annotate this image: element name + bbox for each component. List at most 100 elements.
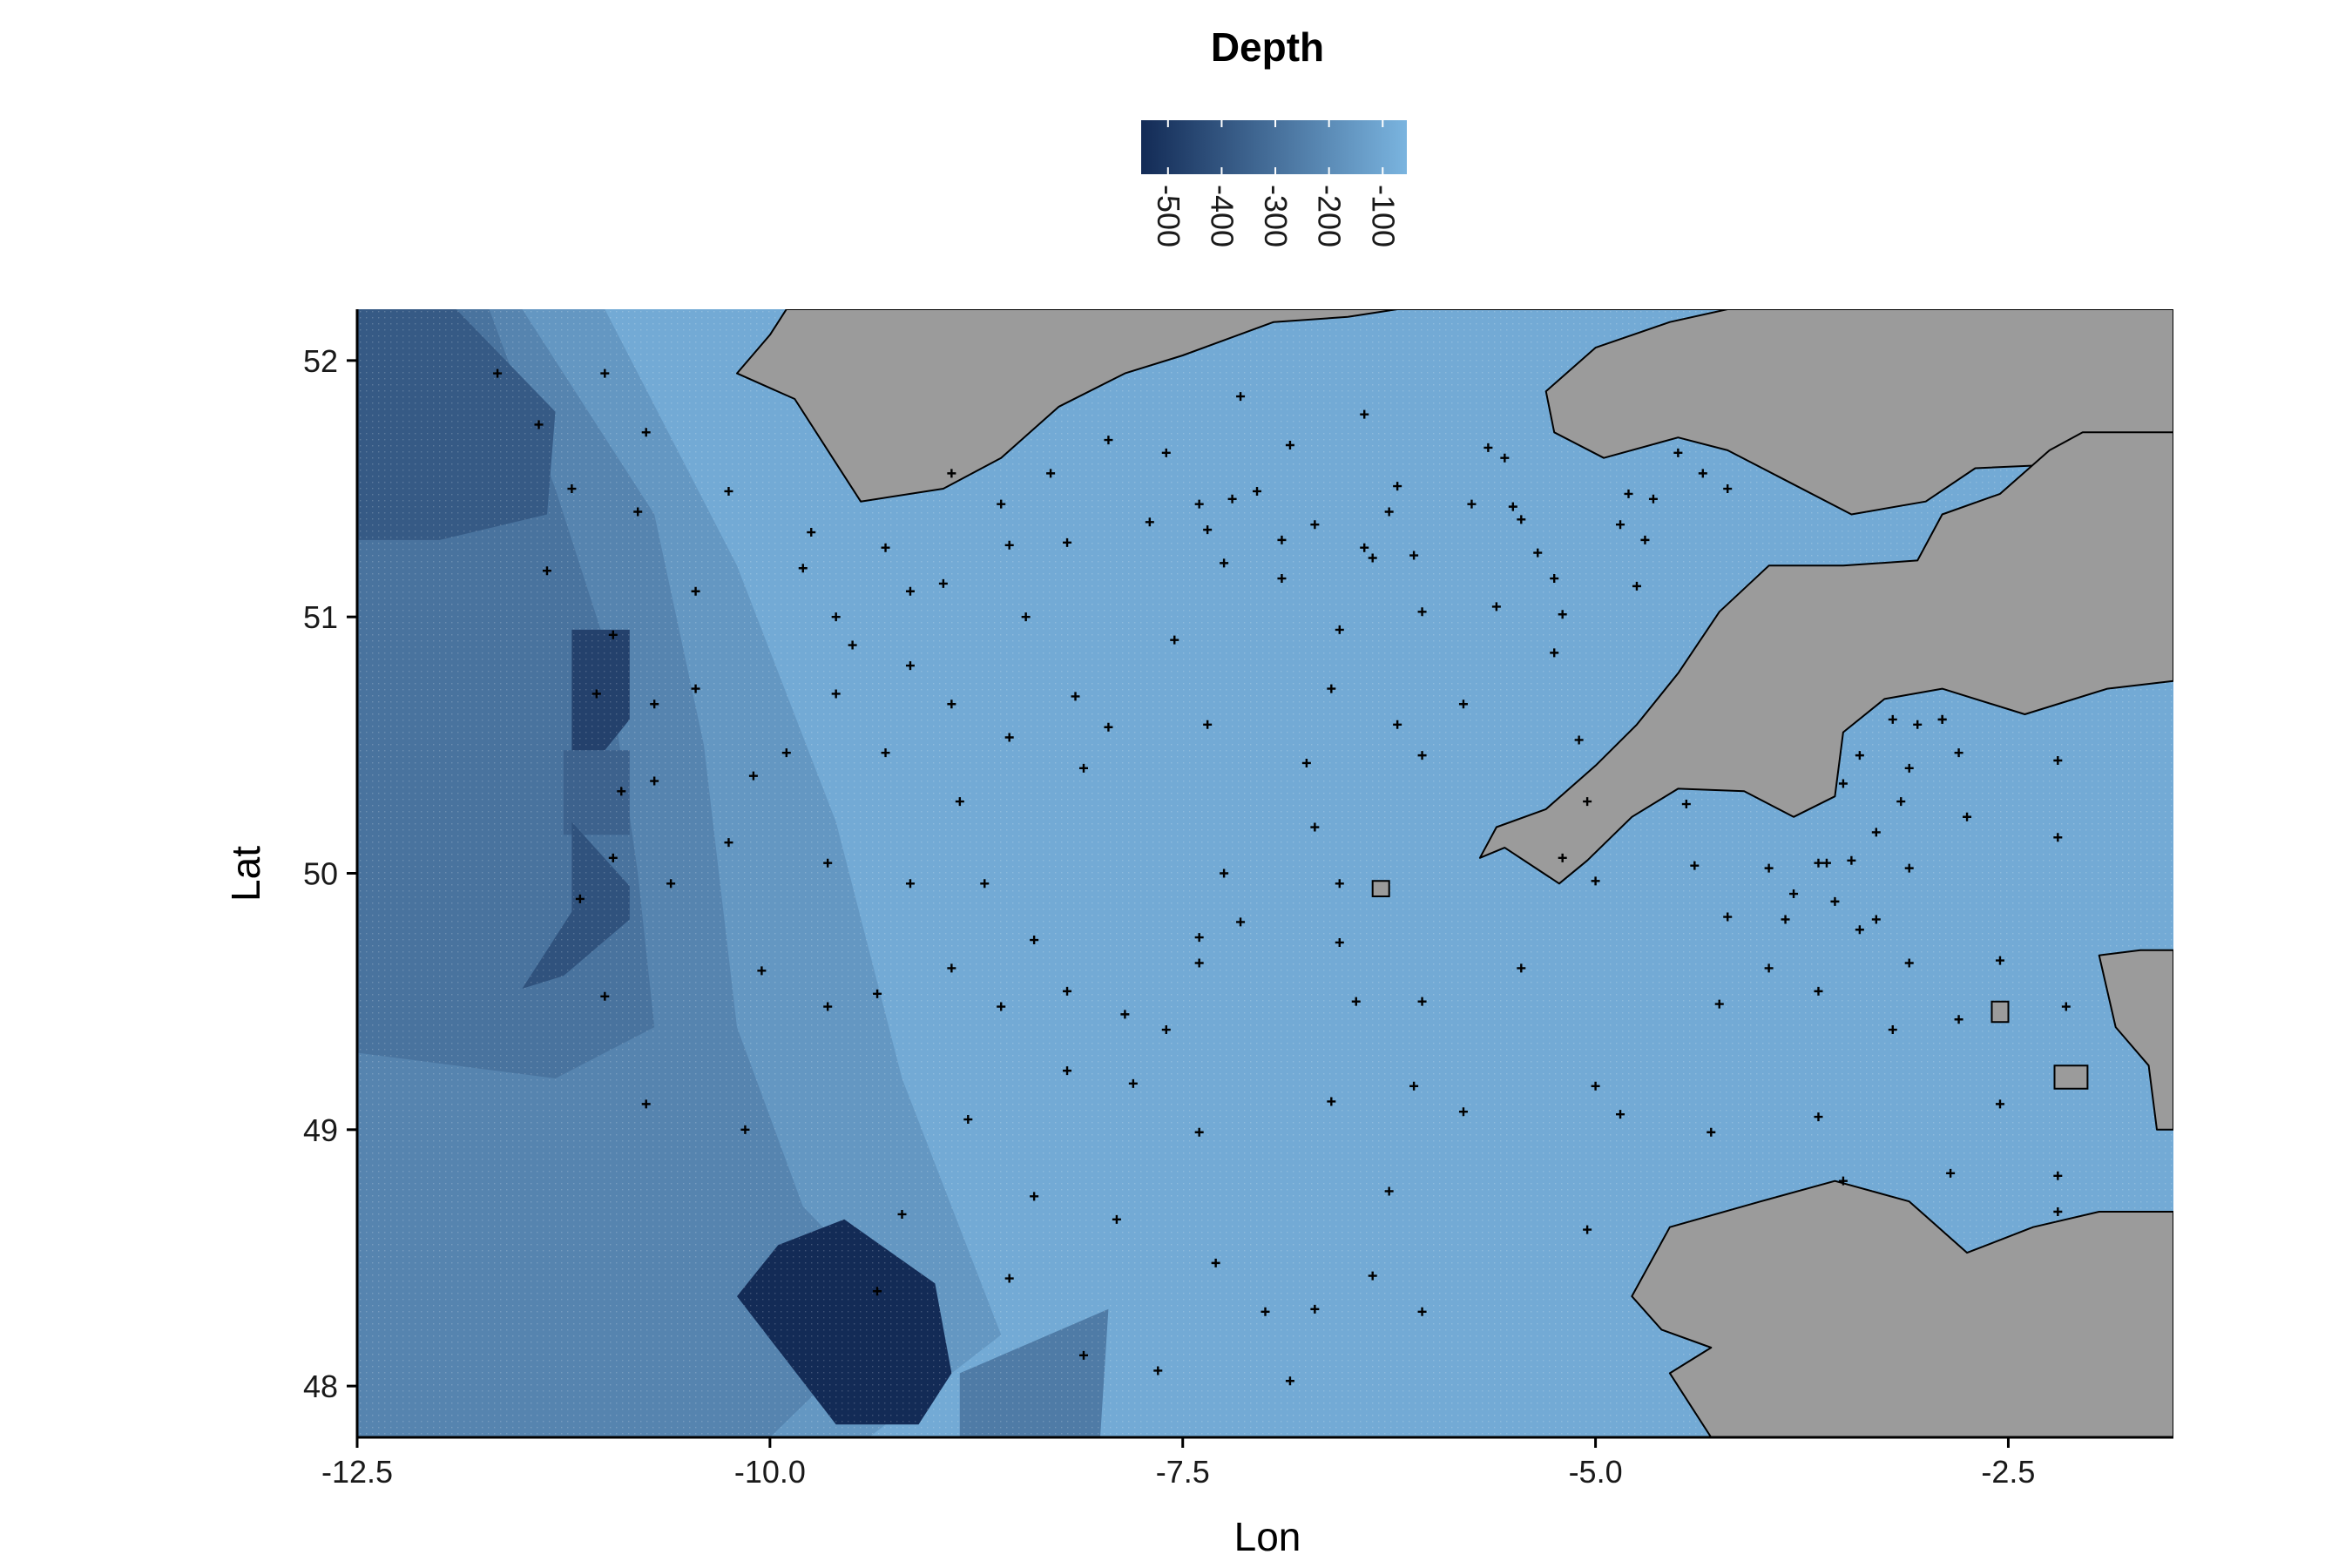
station-marker <box>1417 997 1427 1006</box>
station-marker <box>1723 484 1733 494</box>
station-marker <box>691 586 700 596</box>
island <box>2053 1064 2089 1090</box>
station-marker <box>1236 917 1246 927</box>
land-mass <box>1631 1179 2173 1437</box>
station-marker <box>1417 1307 1427 1316</box>
station-marker <box>724 486 733 496</box>
station-marker <box>600 991 610 1001</box>
station-marker <box>740 1125 750 1134</box>
station-marker <box>1145 517 1154 527</box>
x-axis: -12.5 -10.0 -7.5 -5.0 -2.5 <box>321 1436 2173 1490</box>
station-marker <box>1838 779 1848 788</box>
station-marker <box>1417 751 1427 760</box>
station-marker <box>1227 494 1237 504</box>
station-marker <box>1194 958 1204 968</box>
y-tick-label: 48 <box>303 1369 338 1404</box>
station-marker <box>1484 443 1493 452</box>
station-marker <box>1079 1350 1088 1360</box>
legend-tick-label: -500 <box>1151 185 1186 247</box>
station-marker <box>1285 440 1294 449</box>
station-marker <box>1814 986 1823 996</box>
station-marker <box>1194 499 1204 509</box>
station-marker <box>963 1115 973 1125</box>
station-marker <box>1814 858 1823 868</box>
station-marker <box>1335 879 1344 889</box>
station-marker <box>1517 515 1526 524</box>
station-marker <box>1277 574 1287 584</box>
station-marker <box>591 689 601 699</box>
x-tick-label: -2.5 <box>1981 1454 2035 1490</box>
station-marker <box>1904 958 1914 968</box>
station-marker <box>1310 822 1320 832</box>
station-marker <box>1814 1112 1823 1122</box>
station-marker <box>617 787 626 796</box>
station-marker <box>1533 548 1543 558</box>
station-marker <box>1128 1078 1138 1088</box>
station-marker <box>1888 714 1897 724</box>
station-marker <box>1161 1025 1171 1035</box>
station-marker <box>1995 956 2004 965</box>
station-marker <box>1063 1066 1072 1076</box>
station-marker <box>905 661 915 671</box>
station-marker <box>493 368 503 378</box>
station-marker <box>1360 409 1369 419</box>
station-marker <box>1170 635 1179 645</box>
station-marker <box>1904 863 1914 873</box>
station-marker <box>1550 574 1559 584</box>
station-marker <box>1904 763 1914 773</box>
station-marker <box>1220 558 1229 568</box>
station-marker <box>1723 912 1733 922</box>
station-marker <box>2061 1002 2071 1011</box>
station-marker <box>947 469 956 478</box>
station-marker <box>1409 1081 1419 1091</box>
station-marker <box>807 528 816 537</box>
station-marker <box>1112 1214 1121 1224</box>
station-marker <box>1335 625 1344 634</box>
station-marker <box>1467 499 1477 509</box>
station-marker <box>1063 537 1072 547</box>
station-marker <box>542 566 551 576</box>
station-marker <box>1591 1081 1600 1091</box>
legend-tick-label: -300 <box>1258 185 1294 247</box>
station-marker <box>650 776 659 786</box>
station-marker <box>1079 763 1088 773</box>
station-marker <box>1500 453 1510 463</box>
station-marker <box>1954 748 1963 758</box>
station-marker <box>1946 1168 1956 1178</box>
station-marker <box>1104 722 1113 732</box>
station-marker <box>1830 896 1840 906</box>
station-marker <box>1458 700 1468 709</box>
station-marker <box>1764 863 1774 873</box>
station-marker <box>1393 720 1402 729</box>
island <box>1990 1000 2010 1024</box>
station-marker <box>1203 720 1213 729</box>
station-marker <box>1640 535 1650 544</box>
station-marker <box>1104 436 1113 445</box>
station-marker <box>1871 915 1881 924</box>
land-mass <box>736 309 2173 516</box>
station-marker <box>873 1287 882 1296</box>
station-marker <box>1203 525 1213 535</box>
station-marker <box>641 1099 651 1109</box>
station-marker <box>1368 1271 1377 1281</box>
depth-legend: Depth -500 -400 -300 -200 -100 <box>1141 24 1407 247</box>
station-marker <box>1409 551 1419 560</box>
station-marker <box>1327 684 1336 693</box>
station-marker <box>1764 963 1774 973</box>
station-marker <box>1194 933 1204 943</box>
station-marker <box>1632 581 1641 591</box>
station-marker <box>1368 553 1377 563</box>
station-marker <box>881 543 890 552</box>
station-marker <box>947 963 956 973</box>
station-marker <box>1260 1307 1270 1316</box>
y-axis: 48 49 50 51 52 <box>303 309 359 1437</box>
coastline-land <box>736 309 2173 1437</box>
station-marker <box>1995 1099 2004 1109</box>
station-marker <box>997 499 1006 509</box>
station-marker <box>1698 469 1707 478</box>
station-marker <box>1153 1366 1163 1375</box>
station-marker <box>1384 1186 1394 1196</box>
legend-ticks: -500 -400 -300 -200 -100 <box>1151 120 1401 247</box>
station-marker <box>575 894 585 903</box>
station-marker <box>1896 797 1906 807</box>
